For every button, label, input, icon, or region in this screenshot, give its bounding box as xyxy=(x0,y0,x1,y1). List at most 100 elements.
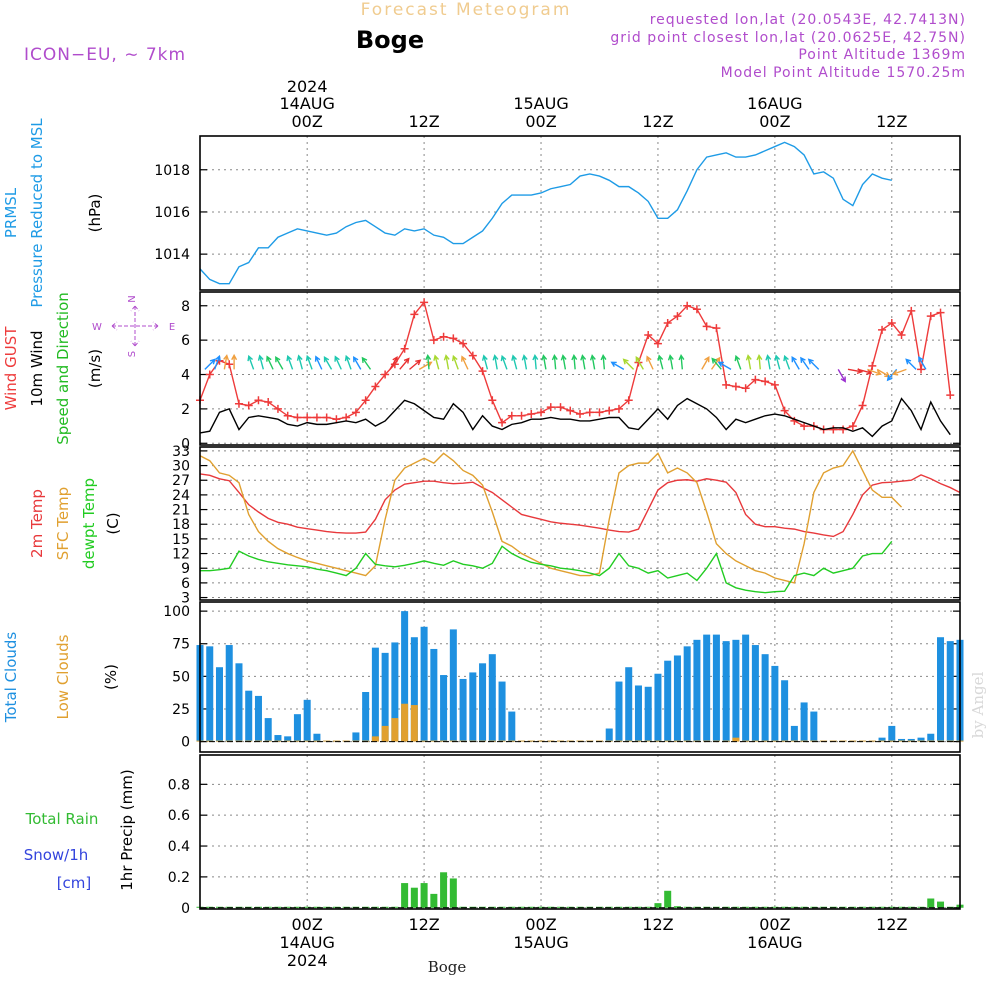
gust-marker xyxy=(848,422,857,431)
station-title: Boge xyxy=(356,26,424,54)
rain-bar xyxy=(430,893,438,908)
total_clouds-bar xyxy=(703,634,711,742)
total_clouds-bar xyxy=(274,735,282,742)
wind-arrow xyxy=(443,354,450,370)
y-tick-label: 15 xyxy=(172,532,190,548)
y-tick-label: 3 xyxy=(181,591,190,607)
wind-arrow xyxy=(492,354,499,370)
y-tick-label: 24 xyxy=(172,488,190,504)
low_clouds-bar xyxy=(518,740,526,742)
total_clouds-bar xyxy=(878,737,886,742)
total_clouds-bar xyxy=(742,634,750,742)
low_clouds-bar xyxy=(868,740,876,742)
panel-frame xyxy=(199,291,961,446)
gust-marker xyxy=(488,396,497,405)
total_clouds-bar xyxy=(683,646,691,742)
total_clouds-bar xyxy=(362,692,370,742)
total_clouds-bar xyxy=(664,660,672,742)
low_clouds-bar xyxy=(430,740,438,742)
wind-arrow xyxy=(247,354,255,370)
wind-arrow xyxy=(511,354,518,370)
unit-label: (hPa) xyxy=(86,194,104,233)
low_clouds-bar xyxy=(751,740,759,742)
wind-arrow xyxy=(701,355,710,370)
total_clouds-bar xyxy=(215,667,223,742)
rain-bar xyxy=(547,906,555,908)
wind-arrow xyxy=(867,368,882,376)
top-hour-label: 12Z xyxy=(642,112,673,131)
wind-arrow xyxy=(876,368,891,378)
total_clouds-bar xyxy=(625,667,633,742)
total_clouds-bar xyxy=(313,733,321,742)
total_clouds-bar xyxy=(927,733,935,742)
gust-marker xyxy=(361,396,370,405)
y-tick-label: 9 xyxy=(181,561,190,577)
axis-label: 2m Temp xyxy=(28,489,46,558)
low_clouds-bar xyxy=(391,718,399,742)
rain-bar xyxy=(673,906,681,908)
wind-arrow xyxy=(622,358,635,370)
rain-bar xyxy=(527,906,535,908)
axis-label: Pressure Reduced to MSL xyxy=(28,118,46,308)
bottom-date-label: 14AUG xyxy=(279,933,334,952)
total_clouds-bar xyxy=(937,637,945,742)
low_clouds-bar xyxy=(313,740,321,742)
wind-arrow xyxy=(541,354,548,370)
gust-marker xyxy=(585,408,594,417)
gust-marker xyxy=(244,401,253,410)
y-tick-label: 0 xyxy=(181,735,190,751)
top-hour-label: 00Z xyxy=(525,112,556,131)
wind-arrow xyxy=(275,355,284,370)
wind-arrow xyxy=(361,356,372,370)
wind-arrow xyxy=(399,357,410,370)
gust-marker xyxy=(800,422,809,431)
total_clouds-bar xyxy=(810,711,818,742)
compass-w: W xyxy=(92,322,102,333)
panel-2: 0 2 4 6 8 Wind GUST 10m Wind Speed and Directio… xyxy=(2,291,961,452)
rain-bar xyxy=(868,906,876,908)
model-altitude: Model Point Altitude 1570.25m xyxy=(721,65,966,81)
point-altitude: Point Altitude 1369m xyxy=(798,47,966,63)
total_clouds-bar xyxy=(381,652,389,742)
rain-bar xyxy=(303,906,311,908)
rain-bar xyxy=(771,906,779,908)
rain-bar xyxy=(518,906,526,908)
top-hour-label: 12Z xyxy=(408,112,439,131)
y-tick-label: 8 xyxy=(181,299,190,315)
wind-arrow xyxy=(521,354,528,370)
low_clouds-bar xyxy=(371,736,379,742)
rain-bar xyxy=(644,906,652,908)
total_clouds-bar xyxy=(946,641,954,742)
rain-bar xyxy=(898,906,906,908)
y-tick-label: 6 xyxy=(181,333,190,349)
panel-5: 0 0.2 0.4 0.6 0.8 Total Rain Snow/1h [cm] 1hr Pr… xyxy=(24,754,964,917)
y-tick-label: 33 xyxy=(172,444,190,460)
wind-arrow xyxy=(667,354,674,370)
gust-marker xyxy=(780,406,789,415)
total_clouds-bar xyxy=(206,646,214,742)
y-tick-label: 30 xyxy=(172,459,190,475)
wind-arrow xyxy=(657,354,664,370)
rain-bar xyxy=(937,901,945,908)
total_clouds-bar xyxy=(293,714,301,742)
bottom-date-label: 16AUG xyxy=(747,933,802,952)
gust-marker xyxy=(225,360,234,369)
gust-marker xyxy=(663,318,672,327)
unit-label: (m/s) xyxy=(86,349,104,388)
y-tick-label: 1018 xyxy=(154,163,190,179)
gust-marker xyxy=(283,411,292,420)
low_clouds-bar xyxy=(410,705,418,742)
total_clouds-bar xyxy=(898,738,906,742)
rain-bar xyxy=(751,906,759,908)
gust-marker xyxy=(293,413,302,422)
gust-marker xyxy=(234,399,243,408)
total_clouds-bar xyxy=(371,647,379,742)
bottom-hour-label: 00Z xyxy=(525,915,556,934)
gust-marker xyxy=(605,406,614,415)
y-tick-label: 21 xyxy=(172,503,190,519)
rain-bar xyxy=(664,890,672,908)
gust-marker xyxy=(273,404,282,413)
gust-marker xyxy=(371,382,380,391)
compass-s: S xyxy=(127,351,138,357)
